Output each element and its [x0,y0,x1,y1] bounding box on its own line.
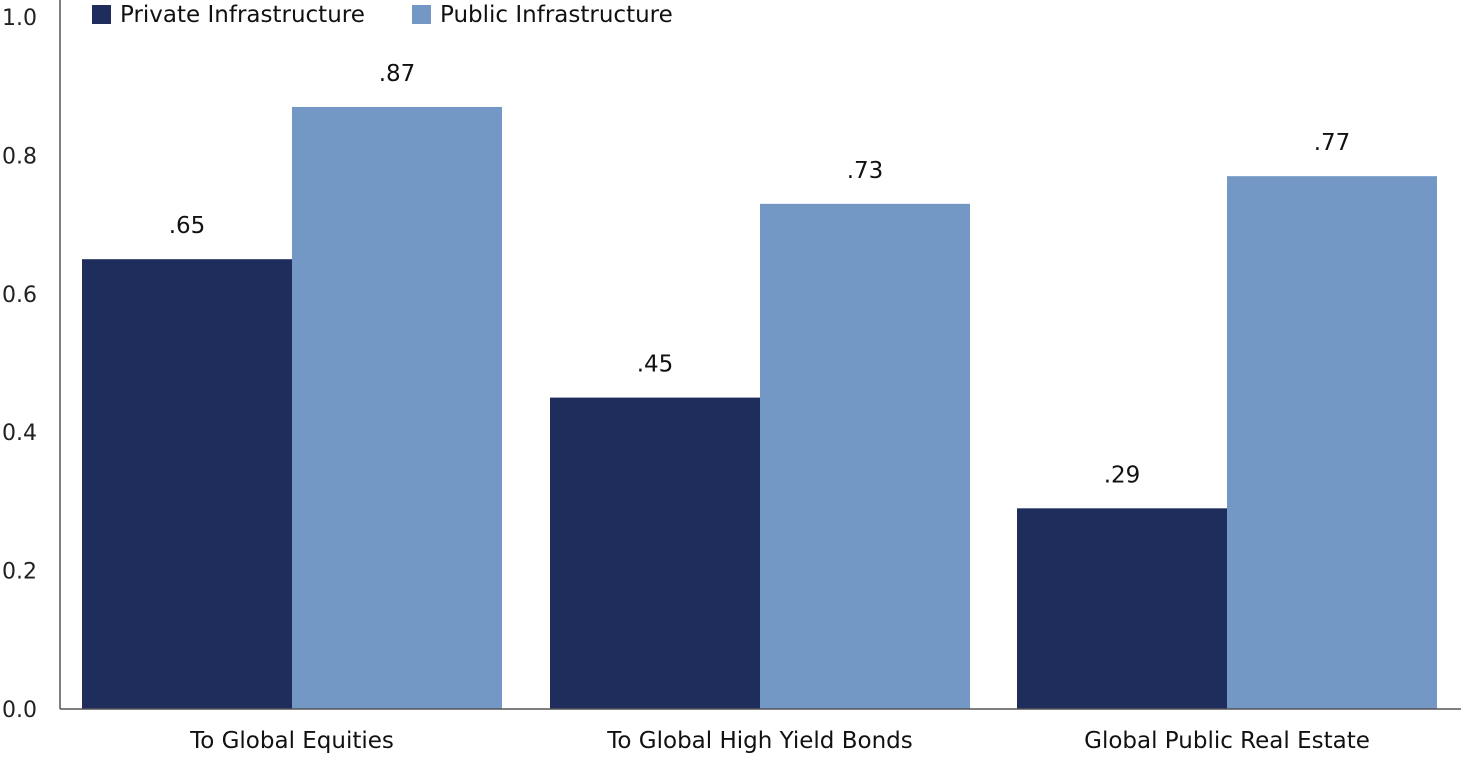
y-axis-ticks: 0.0 0.2 0.4 0.6 0.8 1.0 [2,6,37,723]
bar-public-0 [292,106,502,709]
x-tick-label: To Global Equities [189,728,394,754]
legend-swatch-private [92,5,111,24]
data-label: .29 [1104,462,1141,488]
data-label: .45 [637,352,674,378]
data-label: .77 [1314,130,1351,156]
y-tick-label: 0.6 [2,283,37,308]
bar-private-0 [82,259,292,709]
legend-swatch-public [412,5,431,24]
y-tick-label: 0.2 [2,560,37,585]
bar-public-2 [1227,176,1437,709]
bars [82,106,1437,709]
y-tick-label: 0.8 [2,144,37,169]
y-tick-label: 1.0 [2,6,37,31]
bar-private-1 [550,397,760,709]
legend-label-public: Public Infrastructure [440,2,673,28]
data-label: .65 [169,213,206,239]
legend-label-private: Private Infrastructure [120,2,365,28]
y-tick-label: 0.0 [2,698,37,723]
legend: Private Infrastructure Public Infrastruc… [92,2,673,28]
data-labels: .65 .87 .45 .73 .29 .77 [169,61,1351,488]
x-tick-label: To Global High Yield Bonds [606,728,912,754]
x-axis-labels: To Global Equities To Global High Yield B… [189,728,1370,754]
data-label: .87 [379,61,416,87]
bar-public-1 [760,203,970,709]
bar-private-2 [1017,508,1227,709]
y-tick-label: 0.4 [2,421,37,446]
x-tick-label: Global Public Real Estate [1084,728,1370,754]
data-label: .73 [847,158,884,184]
